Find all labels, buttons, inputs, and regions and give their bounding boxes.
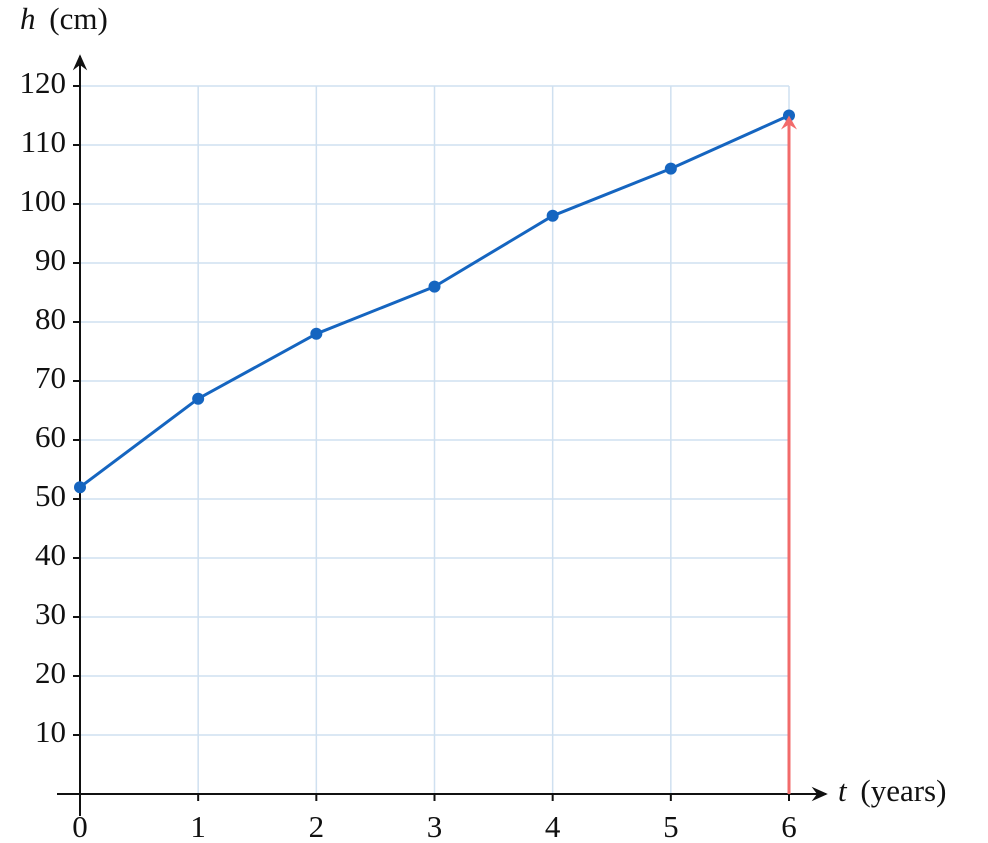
y-tick-label: 10 bbox=[35, 714, 66, 749]
y-label-unit: (cm) bbox=[49, 1, 108, 36]
y-tick-label: 80 bbox=[35, 301, 66, 336]
y-label-symbol: h bbox=[20, 1, 36, 36]
y-tick-label: 50 bbox=[35, 478, 66, 513]
highlight-arrow-head bbox=[781, 115, 797, 130]
x-label-symbol: t bbox=[838, 773, 848, 808]
x-tick-label: 4 bbox=[545, 809, 561, 843]
data-point bbox=[546, 209, 559, 222]
data-point bbox=[664, 162, 677, 175]
grid bbox=[79, 85, 790, 794]
y-tick-label: 40 bbox=[35, 537, 66, 572]
data-point bbox=[428, 280, 441, 293]
y-tick-label: 120 bbox=[20, 65, 67, 100]
y-tick-label: 20 bbox=[35, 655, 66, 690]
y-tick-label: 100 bbox=[20, 183, 67, 218]
x-axis-label: t (years) bbox=[838, 773, 946, 808]
x-tick-label: 6 bbox=[781, 809, 797, 843]
y-axis-label: h (cm) bbox=[20, 1, 108, 36]
data-point bbox=[74, 481, 86, 494]
y-tick-label: 110 bbox=[21, 124, 66, 159]
data-point bbox=[192, 392, 205, 405]
x-tick-label: 2 bbox=[309, 809, 325, 843]
data-point bbox=[310, 327, 323, 340]
x-tick-label: 0 bbox=[72, 809, 88, 843]
y-tick-label: 70 bbox=[35, 360, 66, 395]
y-tick-label: 30 bbox=[35, 596, 66, 631]
x-tick-label: 1 bbox=[190, 809, 206, 843]
y-tick-label: 90 bbox=[35, 242, 66, 277]
y-tick-label: 60 bbox=[35, 419, 66, 454]
x-label-unit: (years) bbox=[860, 773, 946, 808]
x-tick-label: 3 bbox=[427, 809, 443, 843]
x-tick-label: 5 bbox=[663, 809, 679, 843]
